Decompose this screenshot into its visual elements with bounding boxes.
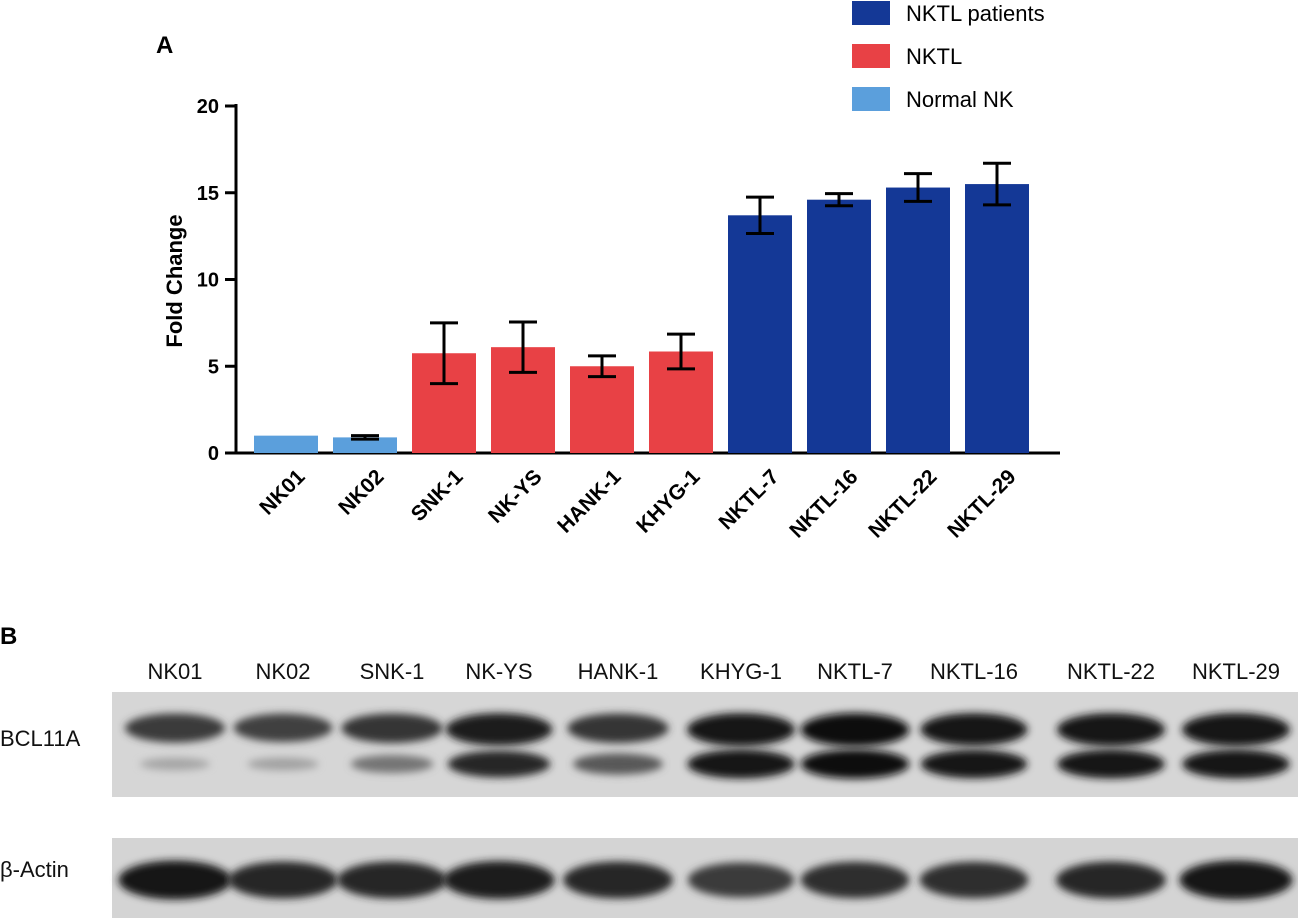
y-axis-title: Fold Change [162,214,187,347]
y-ticks: 0 5 10 15 20 [197,96,236,465]
legend-swatch [852,1,890,25]
bar-chart: Fold Change 0 5 10 15 20 NK01 NK02 SNK-1 NK-YS H… [162,96,1060,543]
blot-band-upper [1057,713,1165,747]
blot-band-lower [350,755,434,773]
lane-label: NKTL-29 [1192,659,1280,684]
x-tick-label: NK02 [334,465,388,519]
blot-row-label-actin: β-Actin [0,857,69,882]
legend-label: NKTL [906,44,962,69]
blot-band-upper [125,713,225,743]
lane-label: NKTL-16 [930,659,1018,684]
bar [807,199,871,453]
blot-band [1056,861,1166,899]
legend-label: Normal NK [906,87,1014,112]
lane-label: KHYG-1 [700,659,782,684]
legend-item: NKTL patients [852,1,1045,26]
lane-label: NK02 [255,659,310,684]
y-tick-label: 0 [208,443,219,465]
error-bar [430,321,458,386]
x-tick-label: NK01 [255,465,309,519]
blot-band [919,861,1029,899]
lane-label: NK-YS [465,659,532,684]
bar [728,215,792,453]
y-tick-label: 10 [197,270,219,292]
blot-band-upper [800,713,910,747]
blot-band-upper [1182,713,1290,747]
blot-band-lower [140,757,210,771]
blot-bcl11a [112,692,1298,797]
bar [570,366,634,453]
x-tick-label: NK-YS [484,465,546,527]
blot-band [800,861,910,899]
blot-band-lower [447,750,551,778]
blot-band-lower [573,753,663,775]
blot-band [687,862,795,898]
error-bar [904,172,932,203]
x-tick-label: KHYG-1 [632,465,705,538]
bcl11a-bands [125,713,1290,779]
actin-bands [118,860,1293,900]
blot-actin [112,838,1298,918]
x-tick-label: NKTL-22 [864,465,941,542]
bar [333,437,397,453]
error-bar [983,161,1011,207]
blot-band-upper [920,713,1028,746]
blot-band-upper [687,713,795,747]
error-bar [667,332,695,371]
blot-band [563,861,673,899]
x-tick-labels: NK01 NK02 SNK-1 NK-YS HANK-1 KHYG-1 NKTL-7 NKTL… [255,465,1020,543]
error-bar [588,354,616,379]
legend: NKTL patients NKTL Normal NK [852,1,1045,112]
blot-band [118,860,232,900]
blot-band [337,861,447,899]
blot-band [1179,860,1293,900]
error-bar [509,320,537,374]
blot-band-upper [233,713,333,742]
x-tick-label: SNK-1 [407,465,468,526]
legend-swatch [852,44,890,68]
lane-label: NKTL-7 [817,659,893,684]
error-bars [351,161,1011,441]
error-bar [825,192,853,208]
y-tick-label: 15 [197,183,219,205]
x-tick-label: NKTL-16 [785,465,862,542]
blot-band-lower [800,749,910,779]
panel-a-letter: A [156,32,173,59]
blot-row-label-bcl11a: BCL11A [0,726,81,751]
x-tick-label: NKTL-7 [714,465,783,534]
blot-band-lower [1182,749,1290,779]
x-tick-label: NKTL-29 [943,465,1020,542]
legend-item: Normal NK [852,87,1014,112]
blot-band [228,861,338,899]
bar [254,435,318,453]
blot-band [443,861,555,899]
blot-band-lower [247,757,319,771]
blot-band-upper [341,713,443,744]
legend-label: NKTL patients [906,1,1045,26]
legend-item: NKTL [852,44,962,69]
lane-labels: NK01 NK02 SNK-1 NK-YS HANK-1 KHYG-1 NKTL-7 NKTL… [147,659,1280,684]
error-bar [746,195,774,236]
bar [965,184,1029,453]
lane-label: NKTL-22 [1067,659,1155,684]
blot-band-upper [567,713,669,744]
lane-label: NK01 [147,659,202,684]
lane-label: HANK-1 [578,659,659,684]
legend-swatch [852,87,890,111]
bar [886,187,950,454]
y-tick-label: 5 [208,356,219,378]
lane-label: SNK-1 [360,659,425,684]
bars [254,184,1029,454]
blot-band-upper [445,713,553,746]
blot-band-lower [687,749,795,779]
blot-band-lower [920,749,1028,779]
error-bar [351,434,379,441]
blot-band-lower [1057,749,1165,779]
panel-b-letter: B [0,623,17,650]
x-tick-label: HANK-1 [553,465,626,538]
y-tick-label: 20 [197,96,219,118]
